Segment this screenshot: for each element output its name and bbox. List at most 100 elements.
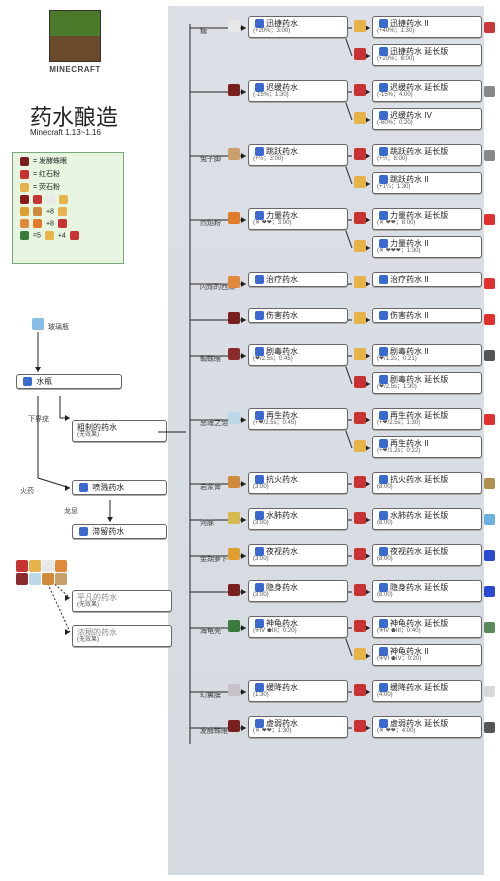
blaze_powder-icon bbox=[33, 219, 42, 228]
turtle_shell-icon bbox=[228, 620, 240, 632]
redstone-icon bbox=[354, 212, 366, 224]
ingredient-label: 蜘蛛眼 bbox=[200, 354, 221, 364]
potion-icon bbox=[79, 527, 88, 536]
glowstone-icon bbox=[354, 348, 366, 360]
potion_blue-icon bbox=[379, 719, 388, 728]
glowstone-icon bbox=[354, 176, 366, 188]
redstone-icon bbox=[354, 548, 366, 560]
legend-recipe: =5 +4 bbox=[18, 231, 118, 240]
glowstone-icon bbox=[59, 195, 68, 204]
potion-box: 力量药水 延长版(✕ ❤❤；8:00) bbox=[372, 208, 482, 230]
swift-icon bbox=[484, 22, 495, 33]
potion_blue-icon bbox=[379, 175, 388, 184]
potion-box: 伤害药水 II bbox=[372, 308, 482, 323]
potion-box: 迅捷药水(+20%；3:00) bbox=[248, 16, 348, 38]
potion-box: 水肺药水 延长版(8:00) bbox=[372, 508, 482, 530]
page-subtitle: Minecraft 1.13~1.16 bbox=[30, 128, 101, 137]
redstone-icon bbox=[354, 148, 366, 160]
skull-icon bbox=[484, 350, 495, 361]
potion-box: 迅捷药水 延长版(+20%；8:00) bbox=[372, 44, 482, 66]
melon-icon bbox=[20, 219, 29, 228]
potion_blue-icon bbox=[379, 511, 388, 520]
potion_blue-icon bbox=[255, 19, 264, 28]
potion_blue-icon bbox=[379, 439, 388, 448]
minecraft-logo: MINECRAFT bbox=[40, 10, 110, 90]
magma_cream-icon bbox=[42, 573, 54, 585]
legend-row: = 红石粉 bbox=[18, 169, 118, 179]
water-bottle-box: 水瓶 bbox=[16, 374, 122, 389]
fermented_spider_eye-icon bbox=[20, 157, 29, 166]
shield-icon bbox=[484, 478, 495, 489]
redstone-icon bbox=[354, 476, 366, 488]
eye-icon bbox=[484, 586, 495, 597]
potion-box: 夜视药水(3:00) bbox=[248, 544, 348, 566]
potion-box: 虚弱药水(✕ ❤❤；1:30) bbox=[248, 716, 348, 738]
potion_blue-icon bbox=[255, 547, 264, 556]
golden_carrot-icon bbox=[20, 207, 29, 216]
glowstone-icon bbox=[20, 183, 29, 192]
redstone-icon bbox=[20, 170, 29, 179]
potion-box: 再生药水 II(+❤/1.2s；0:22) bbox=[372, 436, 482, 458]
potion_blue-icon bbox=[255, 211, 264, 220]
nether-wart-label: 下界疣 bbox=[28, 414, 49, 424]
potion_blue-icon bbox=[255, 475, 264, 484]
redstone-icon bbox=[354, 84, 366, 96]
potion-box: 迅捷药水 II(+40%；1:30) bbox=[372, 16, 482, 38]
ghast_tear-icon bbox=[228, 412, 240, 424]
turtle_shell-icon bbox=[20, 231, 29, 240]
potion-icon bbox=[79, 483, 88, 492]
potion-box: 跳跃药水 延长版(+½；8:00) bbox=[372, 144, 482, 166]
rabbit_foot-icon bbox=[228, 148, 240, 160]
magma_cream-icon bbox=[33, 207, 42, 216]
sugar-icon bbox=[228, 20, 240, 32]
heart-icon bbox=[484, 414, 495, 425]
fermented_spider_eye-icon bbox=[228, 84, 240, 96]
potion_blue-icon bbox=[379, 375, 388, 384]
fermented_spider_eye-icon bbox=[228, 584, 240, 596]
redstone-icon bbox=[58, 219, 67, 228]
potion-box: 夜视药水 延长版(8:00) bbox=[372, 544, 482, 566]
potion-box: 再生药水 延长版(+❤/2.5s；1:30) bbox=[372, 408, 482, 430]
sugar-icon bbox=[46, 195, 55, 204]
redstone-icon bbox=[354, 620, 366, 632]
glowstone-icon bbox=[29, 560, 41, 572]
potion-icon bbox=[23, 377, 32, 386]
glass-bottle-icon bbox=[32, 318, 44, 330]
redstone-icon bbox=[70, 231, 79, 240]
potion-box: 神龟药水 II(⛨VI ⬟IV；0:20) bbox=[372, 644, 482, 666]
potion_blue-icon bbox=[379, 47, 388, 56]
ingredient-label: 发酵蛛眼 bbox=[200, 726, 228, 736]
glowstone-icon bbox=[354, 648, 366, 660]
melon-icon bbox=[228, 276, 240, 288]
redstone-icon bbox=[354, 48, 366, 60]
fermented_spider_eye-icon bbox=[228, 720, 240, 732]
redstone-icon bbox=[354, 376, 366, 388]
potion-box: 剧毒药水(❤/2.5s；0:45) bbox=[248, 344, 348, 366]
golden_carrot-icon bbox=[228, 548, 240, 560]
feather-icon bbox=[484, 686, 495, 697]
legend-row: = 发酵蛛眼 bbox=[18, 156, 118, 166]
potion_blue-icon bbox=[379, 311, 388, 320]
potion-box: 再生药水(+❤/2.5s；0:45) bbox=[248, 408, 348, 430]
redstone-icon bbox=[354, 684, 366, 696]
ingredient-label: 糖 bbox=[200, 26, 207, 36]
heart-icon bbox=[484, 314, 495, 325]
ingredient-label: 恶魂之泪 bbox=[200, 418, 228, 428]
potion_blue-icon bbox=[255, 411, 264, 420]
potion_blue-icon bbox=[379, 411, 388, 420]
potion_blue-icon bbox=[379, 583, 388, 592]
potion_blue-icon bbox=[379, 239, 388, 248]
potion-box: 虚弱药水 延长版(✕ ❤❤；4:00) bbox=[372, 716, 482, 738]
eye-icon bbox=[484, 550, 495, 561]
potion_blue-icon bbox=[379, 275, 388, 284]
potion_blue-icon bbox=[379, 211, 388, 220]
potion-box: 跳跃药水 II(+1¼；1:30) bbox=[372, 172, 482, 194]
glass-bottle-label: 玻璃瓶 bbox=[48, 322, 69, 332]
potion-box: 隐身药水(3:00) bbox=[248, 580, 348, 602]
legend-recipe: +8 bbox=[18, 207, 118, 216]
potion_blue-icon bbox=[379, 475, 388, 484]
potion_blue-icon bbox=[379, 683, 388, 692]
potion-box: 抗火药水 延长版(8:00) bbox=[372, 472, 482, 494]
awkward-potion-box: 粗制的药水 (无效果) bbox=[72, 420, 167, 442]
pufferfish-icon bbox=[228, 512, 240, 524]
